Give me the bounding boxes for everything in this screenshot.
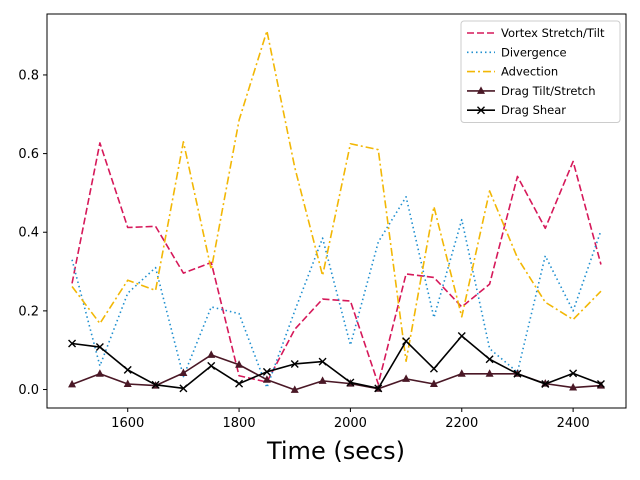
- plot-area: [68, 30, 605, 393]
- x-axis: 1600 1800 2000 2200 2400: [111, 408, 590, 431]
- y-tick-label: 0.0: [18, 383, 39, 398]
- data-point: [402, 374, 411, 382]
- x-tick-label: 1600: [111, 416, 144, 431]
- legend-item-drag-shear: Drag Shear: [467, 103, 566, 117]
- series-line: [71, 354, 602, 391]
- data-point: [151, 380, 160, 389]
- data-point: [68, 339, 77, 348]
- data-point: [318, 357, 327, 366]
- data-point: [541, 379, 550, 387]
- series-divergence: [71, 196, 602, 389]
- x-tick-label: 2000: [334, 416, 367, 431]
- x-tick-label: 2200: [445, 416, 478, 431]
- data-point: [179, 368, 188, 377]
- data-point: [485, 355, 494, 364]
- data-point: [290, 359, 299, 368]
- y-tick-label: 0.4: [18, 226, 39, 241]
- legend-item-drag-tilt-stretch: Drag Tilt/Stretch: [467, 84, 596, 98]
- x-axis-title: Time (secs): [266, 437, 405, 465]
- data-point: [569, 383, 578, 391]
- data-point: [68, 379, 77, 388]
- series-line: [71, 196, 602, 389]
- data-point: [596, 380, 605, 389]
- legend-label: Drag Shear: [501, 103, 566, 117]
- data-point: [457, 332, 466, 341]
- axes-frame: [46, 13, 627, 409]
- legend-box: [460, 20, 621, 123]
- legend-item-advection: Advection: [467, 65, 558, 79]
- y-tick-label: 0.8: [18, 68, 39, 83]
- legend-label: Vortex Stretch/Tilt: [501, 26, 605, 40]
- legend-item-divergence: Divergence: [467, 45, 567, 59]
- series-line: [71, 335, 602, 390]
- data-point: [262, 375, 271, 383]
- legend-item-vortex-stretch-tilt: Vortex Stretch/Tilt: [467, 26, 605, 40]
- y-tick-label: 0.6: [18, 147, 39, 162]
- legend-marker: [477, 106, 485, 115]
- x-tick-label: 1800: [223, 416, 256, 431]
- data-point: [235, 379, 244, 388]
- data-point: [541, 380, 550, 389]
- series-vortex-stretch-tilt: [71, 142, 602, 385]
- data-point: [262, 367, 271, 376]
- data-point: [95, 343, 104, 352]
- data-point: [95, 369, 104, 377]
- data-point: [123, 379, 132, 388]
- legend-label: Drag Tilt/Stretch: [501, 84, 596, 98]
- data-point: [235, 360, 244, 368]
- data-point: [402, 337, 411, 346]
- legend-label: Divergence: [501, 45, 567, 59]
- y-axis: 0.0 0.2 0.4 0.6 0.8: [18, 68, 47, 398]
- data-point: [346, 378, 355, 387]
- data-point: [429, 379, 438, 388]
- data-point: [513, 369, 522, 378]
- data-point: [290, 385, 299, 393]
- legend-label: Advection: [501, 65, 558, 79]
- x-tick-label: 2400: [557, 416, 590, 431]
- data-point: [179, 384, 188, 393]
- data-point: [123, 365, 132, 374]
- data-point: [457, 369, 466, 377]
- data-point: [569, 369, 578, 378]
- data-point: [207, 361, 216, 370]
- data-point: [374, 384, 383, 393]
- series-line: [71, 142, 602, 385]
- legend-marker: [477, 86, 485, 94]
- data-point: [429, 364, 438, 373]
- data-point: [207, 350, 216, 358]
- legend: Vortex Stretch/Tilt Divergence Advection Dr…: [460, 20, 621, 123]
- series-drag-shear: [68, 332, 605, 393]
- data-point: [318, 376, 327, 384]
- y-tick-label: 0.2: [18, 304, 39, 319]
- data-point: [485, 369, 494, 377]
